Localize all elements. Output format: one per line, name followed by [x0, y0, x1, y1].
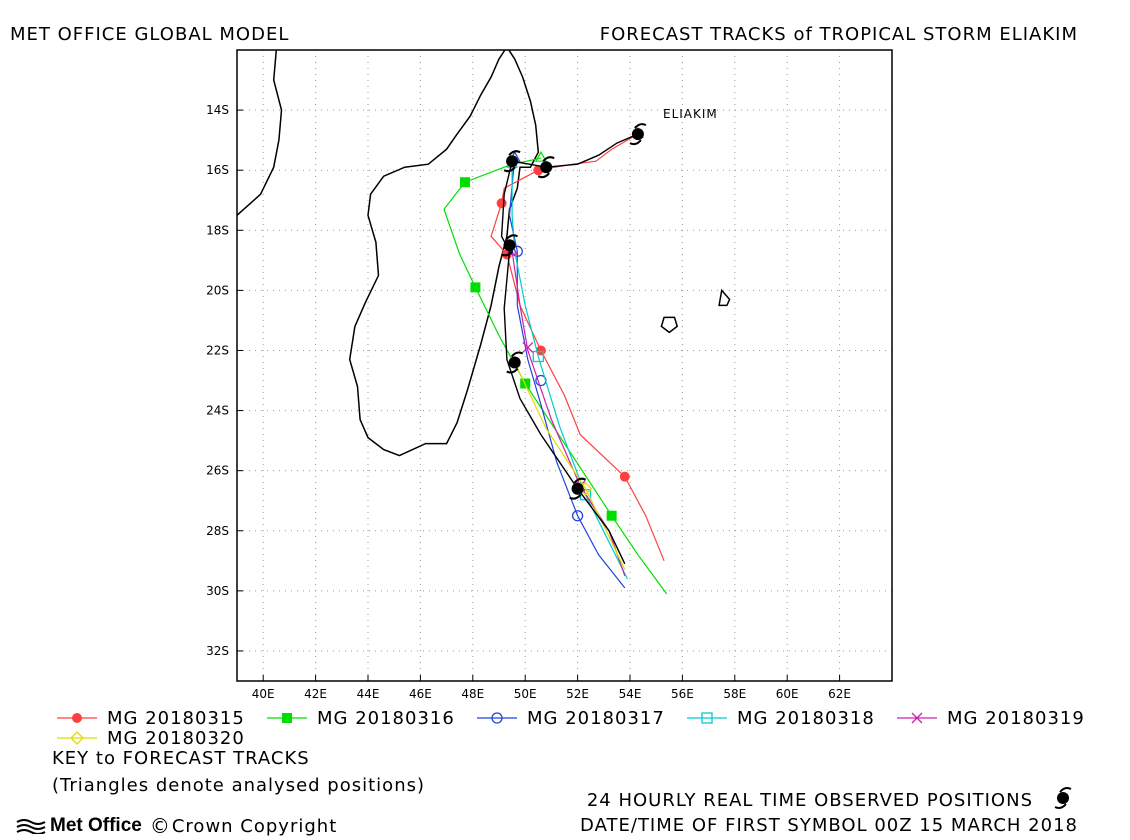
brand-name: Met Office	[50, 815, 142, 836]
coastlines	[237, 50, 731, 457]
x-tick-label: 50E	[514, 687, 537, 701]
forecast-tracks	[443, 123, 668, 595]
forecast-point-marker	[459, 177, 470, 188]
y-tick-label: 26S	[206, 464, 229, 478]
legend-item: MG 20180316	[265, 707, 455, 729]
storm-symbol-icon	[629, 123, 647, 146]
track-map: 40E 42E 44E 46E 48E 50E 52E 54E 56E 58E 60E 62E 14S 1…	[206, 49, 893, 701]
y-tick-label: 16S	[206, 163, 229, 177]
legend-label: MG 20180315	[107, 707, 245, 729]
legend-item: MG 20180320	[55, 727, 245, 749]
africa-coast	[237, 50, 283, 216]
legend-swatch	[57, 731, 97, 745]
storm-symbol-icon	[569, 477, 587, 500]
x-tick-label: 48E	[461, 687, 484, 701]
legend-item: MG 20180315	[55, 707, 245, 729]
first-symbol-note: DATE/TIME OF FIRST SYMBOL 00Z 15 MARCH 2…	[580, 815, 1078, 836]
forecast-point-marker	[470, 282, 481, 293]
axis-ticks: 40E 42E 44E 46E 48E 50E 52E 54E 56E 58E 60E 62E 14S 1…	[206, 103, 851, 701]
legend-swatch	[687, 712, 727, 724]
observed-positions-note: 24 HOURLY REAL TIME OBSERVED POSITIONS	[586, 790, 1033, 811]
analysed-position-triangle	[534, 150, 547, 162]
madagascar-coast	[348, 50, 540, 457]
x-tick-label: 42E	[304, 687, 327, 701]
storm-symbol-icon	[501, 234, 518, 257]
y-tick-label: 20S	[206, 283, 229, 297]
x-tick-label: 56E	[671, 687, 694, 701]
forecast-point-marker	[532, 350, 544, 363]
legend-item: MG 20180319	[895, 707, 1085, 729]
storm-symbol-icon	[537, 156, 555, 179]
met-office-logo: Met Office © Crown Copyright	[16, 814, 338, 838]
storm-symbol-icon	[506, 351, 524, 374]
map-frame	[236, 49, 893, 682]
x-tick-label: 40E	[252, 687, 275, 701]
legend-swatch	[267, 713, 307, 723]
y-tick-label: 14S	[206, 103, 229, 117]
forecast-track-line	[443, 157, 668, 595]
key-title: KEY to FORECAST TRACKS	[52, 748, 310, 769]
forecast-point-marker	[571, 510, 584, 522]
met-office-waves-icon	[16, 819, 46, 834]
y-tick-label: 32S	[206, 644, 229, 658]
storm-symbol-icon	[1054, 787, 1072, 809]
key-note: (Triangles denote analysed positions)	[52, 775, 426, 796]
y-tick-label: 30S	[206, 584, 229, 598]
legend-item: MG 20180317	[475, 707, 665, 729]
storm-symbol-icon	[503, 150, 521, 173]
forecast-track-line	[490, 133, 665, 562]
map-gridlines	[237, 50, 892, 681]
x-tick-label: 62E	[828, 687, 851, 701]
copyright-text: Crown Copyright	[171, 815, 338, 837]
copyright-icon: ©	[149, 814, 170, 838]
legend-label: MG 20180320	[107, 727, 245, 749]
forecast-track-line	[508, 158, 626, 589]
x-tick-label: 58E	[723, 687, 746, 701]
forecast-track-line	[511, 164, 628, 580]
x-tick-label: 60E	[776, 687, 799, 701]
x-tick-label: 54E	[619, 687, 642, 701]
x-tick-label: 46E	[409, 687, 432, 701]
x-tick-label: 52E	[566, 687, 589, 701]
legend-item: MG 20180318	[685, 707, 875, 729]
mauritius-island	[718, 288, 731, 307]
legend-swatch	[57, 713, 97, 723]
forecast-point-marker	[606, 510, 617, 521]
forecast-point-marker	[496, 198, 507, 209]
forecast-point-marker	[522, 342, 534, 353]
header-right-title: FORECAST TRACKS of TROPICAL STORM ELIAKI…	[599, 24, 1078, 45]
y-tick-label: 22S	[206, 343, 229, 357]
y-tick-label: 28S	[206, 524, 229, 538]
header-left-title: MET OFFICE GLOBAL MODEL	[10, 24, 290, 45]
legend-swatch	[477, 712, 517, 724]
x-tick-label: 44E	[357, 687, 380, 701]
observed-track-line	[500, 133, 639, 565]
forecast-point-marker	[619, 471, 630, 482]
storm-name-label: ELIAKIM	[663, 107, 718, 121]
legend-label: MG 20180318	[737, 707, 875, 729]
legend-label: MG 20180317	[527, 707, 665, 729]
y-tick-label: 18S	[206, 223, 229, 237]
forecast-track-line	[514, 362, 626, 571]
legend-swatch	[897, 712, 937, 724]
legend-label: MG 20180319	[947, 707, 1085, 729]
y-tick-label: 24S	[206, 404, 229, 418]
reunion-island	[660, 316, 679, 334]
legend-label: MG 20180316	[317, 707, 455, 729]
